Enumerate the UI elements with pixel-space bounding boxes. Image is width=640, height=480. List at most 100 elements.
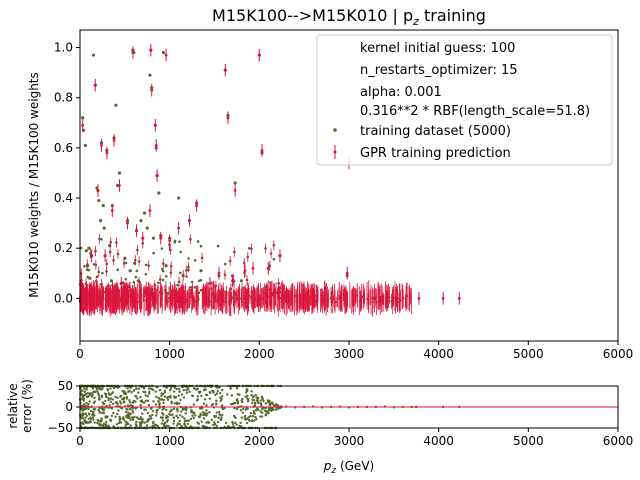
ratio-point <box>140 424 142 426</box>
ratio-point <box>185 412 187 414</box>
ratio-y-axis-label-line2: error (%) <box>20 379 34 433</box>
ratio-point <box>132 411 134 413</box>
ratio-point <box>261 408 263 410</box>
ratio-point <box>260 402 262 404</box>
training-point-low <box>224 263 227 266</box>
training-point <box>234 181 237 184</box>
ratio-point <box>217 390 219 392</box>
ratio-point <box>147 419 149 421</box>
ratio-point <box>160 395 162 397</box>
ratio-point <box>221 389 223 391</box>
ratio-point <box>96 422 98 424</box>
ratio-point <box>87 403 89 405</box>
main-x-tick-label: 6000 <box>603 347 634 361</box>
ratio-point <box>167 416 169 418</box>
tail-point <box>458 297 461 300</box>
ratio-point <box>92 416 94 418</box>
ratio-point <box>106 416 108 418</box>
ratio-point <box>257 396 259 398</box>
ratio-x-tick-label: 0 <box>76 434 84 448</box>
ratio-point <box>165 425 167 427</box>
training-point <box>164 264 167 267</box>
ratio-point <box>124 391 126 393</box>
training-point-low <box>124 278 127 281</box>
ratio-point <box>265 413 267 415</box>
ratio-y-tick-label: −50 <box>48 421 73 435</box>
ratio-point <box>135 395 137 397</box>
ratio-point <box>242 408 244 410</box>
ratio-point <box>99 412 101 414</box>
prediction-point <box>97 189 100 192</box>
ratio-point <box>160 398 162 400</box>
ratio-point <box>191 411 193 413</box>
ratio-point <box>117 409 119 411</box>
ratio-point <box>251 402 253 404</box>
ratio-point <box>140 416 142 418</box>
main-y-tick-label: 0.6 <box>54 141 73 155</box>
ratio-point <box>147 400 149 402</box>
prediction-point <box>90 254 93 257</box>
prediction-point <box>159 237 162 240</box>
ratio-point <box>230 387 232 389</box>
ratio-point <box>88 394 90 396</box>
prediction-point <box>165 54 168 57</box>
ratio-point <box>253 395 255 397</box>
ratio-point <box>87 418 89 420</box>
ratio-point <box>247 400 249 402</box>
main-y-axis-label: M15K010 weights / M15K100 weights <box>27 72 41 298</box>
main-x-tick-label: 1000 <box>154 347 185 361</box>
prediction-point <box>132 51 135 54</box>
ratio-point <box>154 390 156 392</box>
ratio-point <box>211 419 213 421</box>
training-point <box>102 204 105 207</box>
ratio-point <box>197 398 199 400</box>
ratio-point <box>93 397 95 399</box>
training-point-low <box>88 269 91 272</box>
ratio-point <box>232 423 234 425</box>
prediction-point <box>100 144 103 147</box>
ratio-point <box>187 387 189 389</box>
ratio-point <box>250 390 252 392</box>
ratio-point <box>236 408 238 410</box>
ratio-point <box>164 390 166 392</box>
ratio-point <box>91 394 93 396</box>
ratio-point <box>162 419 164 421</box>
ratio-x-tick-label: 6000 <box>603 434 634 448</box>
legend: kernel initial guess: 100 n_restarts_opt… <box>317 35 612 165</box>
ratio-point <box>120 402 122 404</box>
ratio-point <box>257 409 259 411</box>
ratio-point <box>102 401 104 403</box>
ratio-point <box>233 415 235 417</box>
ratio-point <box>173 390 175 392</box>
ratio-point <box>157 400 159 402</box>
ratio-point <box>152 421 154 423</box>
ratio-point <box>147 395 149 397</box>
ratio-point <box>205 421 207 423</box>
ratio-point <box>260 410 262 412</box>
main-y-ticks: 0.0 0.2 0.4 0.6 0.8 1.0 <box>54 41 80 306</box>
prediction-point <box>126 222 129 225</box>
prediction-point <box>279 254 282 257</box>
main-y-tick-label: 0.0 <box>54 291 73 305</box>
ratio-point <box>221 414 223 416</box>
ratio-point <box>206 394 208 396</box>
ratio-point <box>133 416 135 418</box>
ratio-x-tick-label: 1000 <box>154 434 185 448</box>
ratio-point <box>111 407 113 409</box>
legend-text-kernel: kernel initial guess: 100 <box>360 41 515 56</box>
ratio-point <box>138 388 140 390</box>
ratio-point <box>178 390 180 392</box>
training-point-low <box>217 245 220 248</box>
training-point <box>199 269 202 272</box>
legend-marker-training <box>333 128 337 132</box>
ratio-point <box>90 417 92 419</box>
prediction-point <box>177 227 180 230</box>
ratio-point <box>123 401 125 403</box>
training-point <box>87 247 90 250</box>
ratio-point <box>104 400 106 402</box>
ratio-point <box>149 416 151 418</box>
ratio-point <box>133 400 135 402</box>
ratio-point <box>183 396 185 398</box>
ratio-point <box>176 424 178 426</box>
ratio-point <box>141 418 143 420</box>
